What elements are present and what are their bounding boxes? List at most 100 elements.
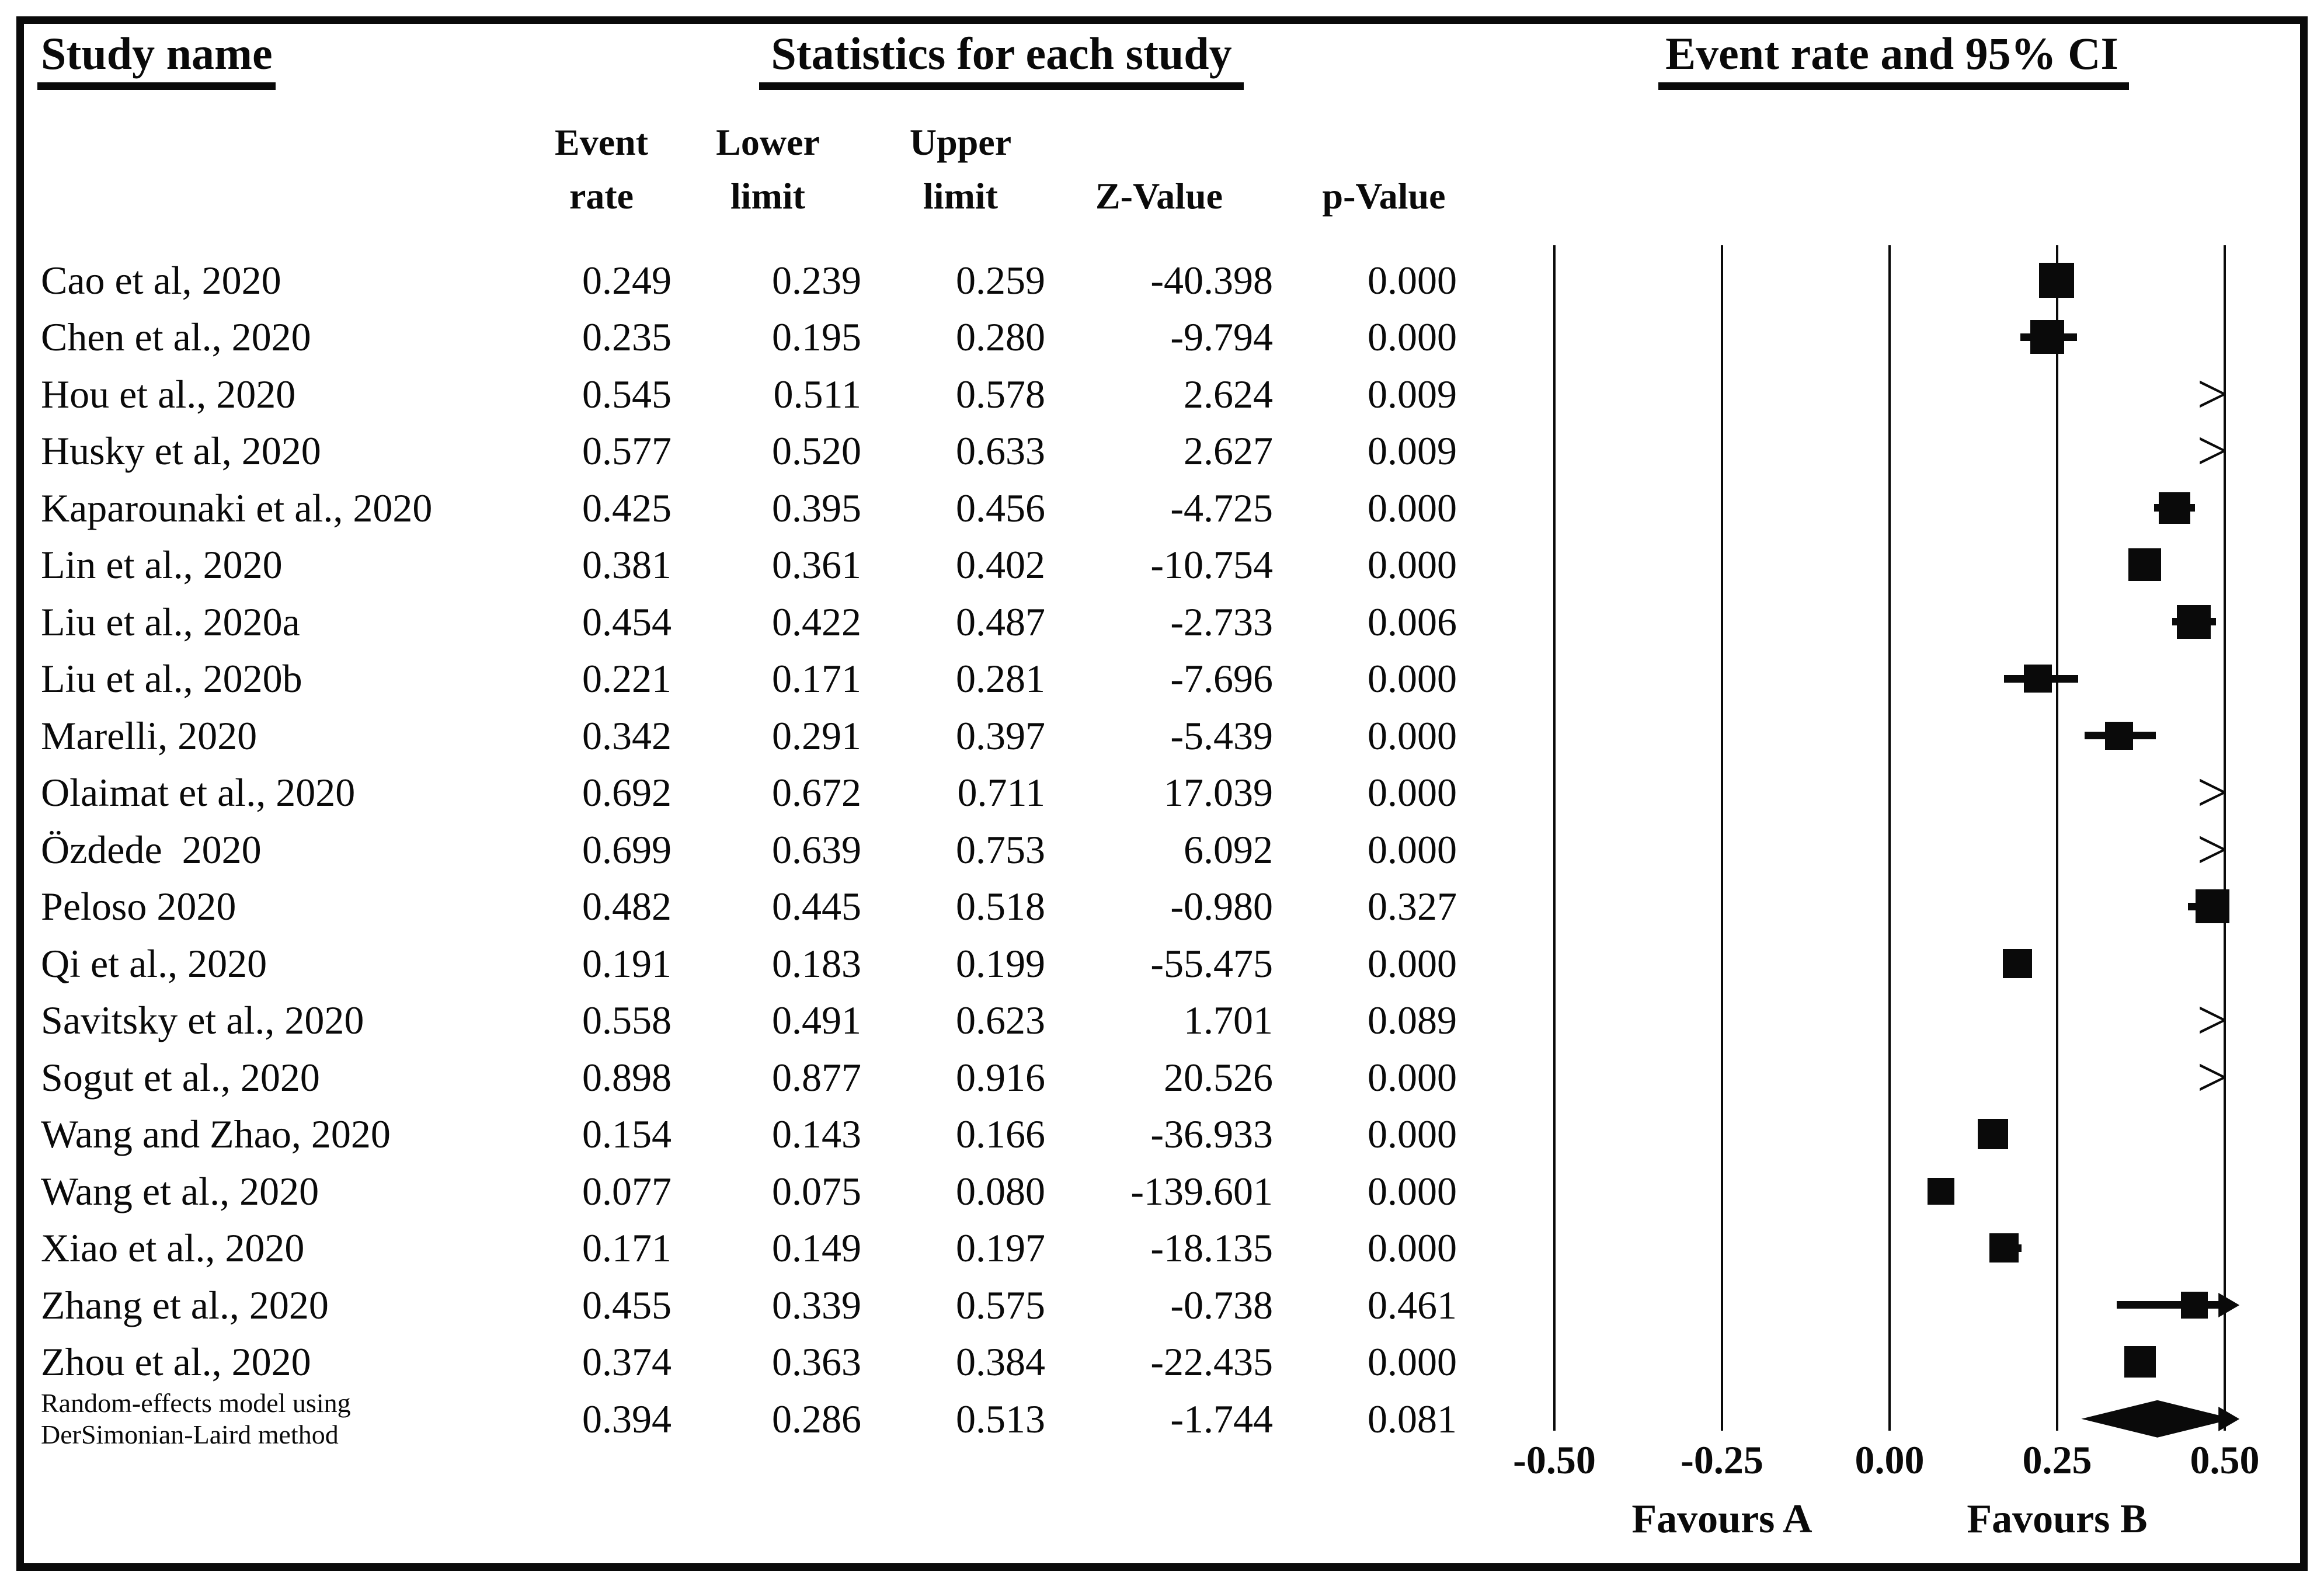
study-name-cell: Zhang et al., 2020 bbox=[41, 1282, 329, 1327]
column-group-title-stats: Statistics for each study bbox=[771, 28, 1232, 79]
x-axis-tick-label: 0.50 bbox=[2190, 1438, 2260, 1482]
study-row: Hou et al., 2020 0.545 0.511 0.578 2.624 0.00… bbox=[0, 366, 2324, 423]
event-rate-cell: 0.381 bbox=[582, 542, 672, 587]
study-name-cell: Özdede 2020 bbox=[41, 827, 262, 872]
p-value-cell: 0.000 bbox=[1368, 315, 1457, 359]
upper-limit-cell: 0.753 bbox=[956, 827, 1045, 872]
p-value-cell: 0.000 bbox=[1368, 656, 1457, 701]
study-row: Liu et al., 2020a 0.454 0.422 0.487 -2.733 0.… bbox=[0, 593, 2324, 651]
z-value-cell: -1.744 bbox=[1170, 1396, 1273, 1441]
lower-limit-cell: 0.877 bbox=[772, 1055, 861, 1100]
plot-gridline bbox=[1888, 245, 1891, 1431]
event-rate-cell: 0.235 bbox=[582, 315, 672, 359]
lower-limit-cell: 0.422 bbox=[772, 599, 861, 644]
study-row: Wang et al., 2020 0.077 0.075 0.080 -139.601… bbox=[0, 1163, 2324, 1220]
p-value-cell: 0.000 bbox=[1368, 713, 1457, 758]
z-value-cell: 2.627 bbox=[1184, 429, 1273, 473]
forest-plot-area: > > > > > > bbox=[1553, 245, 2240, 1438]
lower-limit-cell: 0.339 bbox=[772, 1282, 861, 1327]
event-rate-cell: 0.482 bbox=[582, 884, 672, 928]
study-name-cell: Kaparounaki et al., 2020 bbox=[41, 485, 433, 530]
upper-limit-cell: 0.518 bbox=[956, 884, 1045, 928]
study-row: Olaimat et al., 2020 0.692 0.672 0.711 17.03… bbox=[0, 764, 2324, 822]
point-estimate-square bbox=[2124, 1346, 2156, 1378]
study-name-cell: Wang et al., 2020 bbox=[41, 1168, 319, 1213]
x-axis-tick-label: -0.25 bbox=[1681, 1438, 1763, 1482]
upper-limit-cell: 0.575 bbox=[956, 1282, 1045, 1327]
event-rate-cell: 0.374 bbox=[582, 1340, 672, 1384]
lower-limit-cell: 0.363 bbox=[772, 1340, 861, 1384]
p-value-cell: 0.000 bbox=[1368, 258, 1457, 302]
lower-limit-cell: 0.639 bbox=[772, 827, 861, 872]
upper-limit-cell: 0.578 bbox=[956, 371, 1045, 416]
event-rate-cell: 0.692 bbox=[582, 770, 672, 815]
study-name-cell: Olaimat et al., 2020 bbox=[41, 770, 356, 815]
stat-col-header-p-value: p-Value bbox=[1267, 111, 1501, 223]
lower-limit-cell: 0.511 bbox=[773, 371, 861, 416]
point-estimate-square bbox=[2128, 548, 2162, 582]
study-name-cell: Chen et al., 2020 bbox=[41, 315, 311, 359]
upper-limit-cell: 0.281 bbox=[956, 656, 1045, 701]
summary-name-line: Random-effects model using bbox=[41, 1388, 351, 1418]
point-estimate-square bbox=[1989, 1233, 2019, 1263]
lower-limit-cell: 0.672 bbox=[772, 770, 861, 815]
z-value-cell: 1.701 bbox=[1184, 998, 1273, 1042]
z-value-cell: -40.398 bbox=[1150, 258, 1273, 302]
summary-name-cell: Random-effects model using DerSimonian-La… bbox=[41, 1388, 666, 1449]
event-rate-cell: 0.342 bbox=[582, 713, 672, 758]
stat-col-header-line: Lower bbox=[716, 121, 820, 163]
study-row: Qi et al., 2020 0.191 0.183 0.199 -55.475 0.0… bbox=[0, 935, 2324, 992]
study-name-cell: Marelli, 2020 bbox=[41, 713, 258, 758]
stat-col-header-lower-limit: Lower limit bbox=[674, 111, 861, 223]
study-row: Sogut et al., 2020 0.898 0.877 0.916 20.526 0… bbox=[0, 1049, 2324, 1106]
upper-limit-cell: 0.384 bbox=[956, 1340, 1045, 1384]
point-estimate-square bbox=[2023, 665, 2052, 693]
plot-gridline bbox=[1721, 245, 1723, 1431]
lower-limit-cell: 0.291 bbox=[772, 713, 861, 758]
p-value-cell: 0.000 bbox=[1368, 1340, 1457, 1384]
p-value-cell: 0.327 bbox=[1368, 884, 1457, 928]
z-value-cell: -36.933 bbox=[1150, 1112, 1273, 1156]
study-name-cell: Husky et al, 2020 bbox=[41, 429, 321, 473]
z-value-cell: -18.135 bbox=[1150, 1226, 1273, 1270]
study-name-cell: Hou et al., 2020 bbox=[41, 371, 296, 416]
z-value-cell: 17.039 bbox=[1164, 770, 1273, 815]
study-row: Cao et al, 2020 0.249 0.239 0.259 -40.398 0.0… bbox=[0, 252, 2324, 309]
lower-limit-cell: 0.491 bbox=[772, 998, 861, 1042]
p-value-cell: 0.009 bbox=[1368, 429, 1457, 473]
study-name-cell: Xiao et al., 2020 bbox=[41, 1226, 305, 1270]
plot-gridline bbox=[1553, 245, 1556, 1431]
upper-limit-cell: 0.166 bbox=[956, 1112, 1045, 1156]
p-value-cell: 0.000 bbox=[1368, 485, 1457, 530]
right-clip-arrow-icon bbox=[2218, 1406, 2240, 1431]
z-value-cell: -10.754 bbox=[1150, 542, 1273, 587]
lower-limit-cell: 0.395 bbox=[772, 485, 861, 530]
z-value-cell: -4.725 bbox=[1170, 485, 1273, 530]
upper-limit-cell: 0.456 bbox=[956, 485, 1045, 530]
lower-limit-cell: 0.239 bbox=[772, 258, 861, 302]
point-estimate-square bbox=[2003, 948, 2033, 978]
stat-col-header-z-value: Z-Value bbox=[1042, 111, 1276, 223]
p-value-cell: 0.009 bbox=[1368, 371, 1457, 416]
p-value-cell: 0.081 bbox=[1368, 1396, 1457, 1441]
study-row: Liu et al., 2020b 0.221 0.171 0.281 -7.696 0.… bbox=[0, 651, 2324, 708]
p-value-cell: 0.000 bbox=[1368, 1226, 1457, 1270]
summary-name-line: DerSimonian-Laird method bbox=[41, 1420, 339, 1449]
lower-limit-cell: 0.171 bbox=[772, 656, 861, 701]
upper-limit-cell: 0.711 bbox=[957, 770, 1045, 815]
lower-limit-cell: 0.361 bbox=[772, 542, 861, 587]
stat-col-header-upper-limit: Upper limit bbox=[867, 111, 1054, 223]
lower-limit-cell: 0.286 bbox=[772, 1396, 861, 1441]
lower-limit-cell: 0.195 bbox=[772, 315, 861, 359]
study-row: Zhang et al., 2020 0.455 0.339 0.575 -0.738 0… bbox=[0, 1277, 2324, 1334]
upper-limit-cell: 0.397 bbox=[956, 713, 1045, 758]
stat-col-header-line: Z-Value bbox=[1095, 175, 1223, 217]
z-value-cell: -139.601 bbox=[1130, 1168, 1273, 1213]
event-rate-cell: 0.577 bbox=[582, 429, 672, 473]
study-name-cell: Liu et al., 2020a bbox=[41, 599, 300, 644]
study-row: Savitsky et al., 2020 0.558 0.491 0.623 1.70… bbox=[0, 992, 2324, 1049]
stat-col-header-line: Upper bbox=[909, 121, 1012, 163]
column-group-title-ci: Event rate and 95% CI bbox=[1665, 28, 2118, 79]
study-name-cell: Zhou et al., 2020 bbox=[41, 1340, 311, 1384]
study-name-cell: Cao et al, 2020 bbox=[41, 258, 281, 302]
